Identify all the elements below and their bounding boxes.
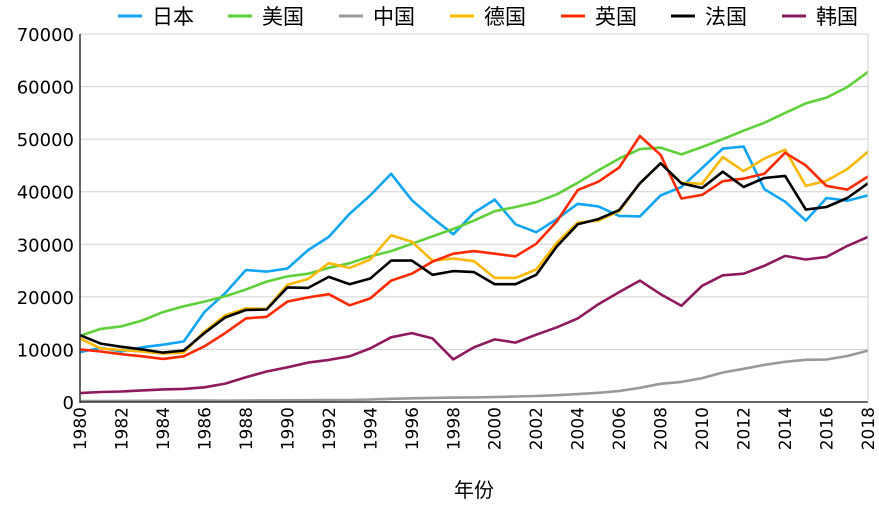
- series-line-德国: [79, 148, 869, 355]
- x-tick-label: 2004: [569, 407, 589, 450]
- y-tick-label: 50000: [17, 130, 74, 151]
- x-tick-label: 2008: [652, 407, 672, 450]
- series-line-日本: [79, 145, 869, 354]
- x-tick-label: 2010: [693, 407, 713, 450]
- y-tick-label: 30000: [17, 235, 74, 256]
- x-tick-label: 1996: [403, 407, 423, 450]
- y-tick-labels: 0 10000 20000 30000 40000 50000 60000 70000: [17, 25, 74, 414]
- legend-label: 法国: [705, 5, 747, 29]
- series-line-法国: [79, 162, 869, 354]
- x-tick-label: 2012: [735, 407, 755, 450]
- legend-label: 中国: [373, 5, 415, 29]
- series-lines: [79, 70, 869, 403]
- legend: 日本 美国 中国 德国 英国 法国 韩国: [118, 5, 858, 29]
- legend-label: 英国: [595, 5, 637, 29]
- legend-label: 日本: [152, 5, 194, 29]
- gridlines: [80, 33, 868, 350]
- series-line-中国: [80, 349, 869, 403]
- x-tick-label: 1990: [278, 407, 298, 450]
- series-line-美国: [79, 70, 869, 338]
- legend-label: 韩国: [816, 5, 858, 29]
- x-tick-label: 1984: [154, 407, 174, 450]
- y-tick-label: 70000: [17, 25, 74, 46]
- axes: [79, 34, 869, 403]
- y-tick-label: 0: [63, 393, 74, 414]
- x-axis-title: 年份: [454, 478, 494, 502]
- x-tick-label: 1988: [237, 407, 257, 450]
- series-line-韩国: [79, 235, 869, 395]
- legend-label: 德国: [484, 5, 526, 29]
- x-tick-label: 2018: [859, 407, 879, 450]
- x-tick-label: 1980: [71, 407, 91, 450]
- x-tick-label: 2016: [818, 407, 838, 450]
- x-tick-label: 1992: [320, 407, 340, 450]
- x-tick-labels: 1980 1982 1984 1986 1988 1990 1992 1994 1996 1998…: [71, 407, 879, 450]
- y-tick-label: 60000: [17, 78, 74, 99]
- legend-label: 美国: [262, 5, 304, 29]
- x-tick-label: 1986: [195, 407, 215, 450]
- x-tick-label: 2002: [527, 407, 547, 450]
- x-tick-label: 1982: [112, 407, 132, 450]
- series-line-英国: [79, 134, 869, 361]
- y-tick-label: 20000: [17, 288, 74, 309]
- x-tick-label: 1998: [444, 407, 464, 450]
- y-tick-label: 40000: [17, 183, 74, 204]
- x-tick-label: 2006: [610, 407, 630, 450]
- x-tick-label: 1994: [361, 407, 381, 450]
- x-tick-label: 2000: [486, 407, 506, 450]
- x-tick-label: 2014: [776, 407, 796, 450]
- y-tick-label: 10000: [17, 340, 74, 361]
